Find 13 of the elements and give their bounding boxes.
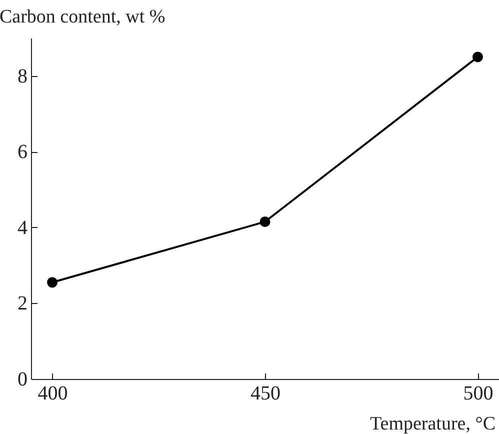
point [47,277,58,288]
x-tick-label: 400 [38,382,68,404]
y-axis-title: Carbon content, wt % [0,6,166,28]
x-tick-label: 500 [463,382,494,404]
point [472,52,483,62]
y-tick-label: 4 [18,216,28,239]
y-tick-label: 2 [18,292,28,315]
x-tick-label: 450 [250,382,280,404]
point [260,216,270,227]
y-tick-label: 0 [18,368,28,390]
x-axis-title: Temperature, °C [370,414,496,434]
y-tick-label: 6 [18,141,28,164]
y-tick-label: 8 [18,65,28,88]
